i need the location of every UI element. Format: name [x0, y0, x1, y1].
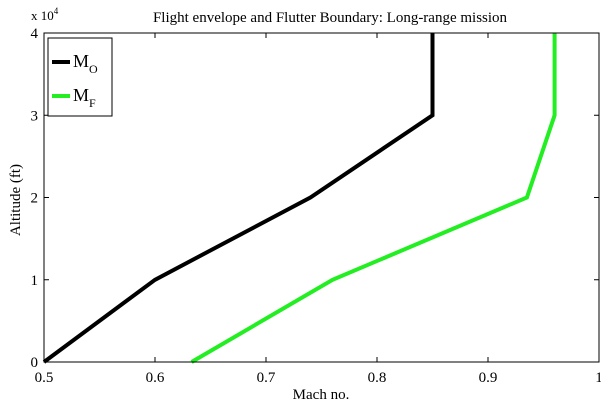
- y-tick-label: 0: [31, 355, 39, 371]
- x-axis-label: Mach no.: [293, 387, 350, 403]
- y-tick-label: 4: [31, 26, 39, 42]
- y-tick-label: 2: [31, 191, 39, 207]
- series-line-mf: [190, 33, 557, 364]
- x-tick-label: 0.7: [257, 370, 276, 386]
- chart-title: Flight envelope and Flutter Boundary: Lo…: [153, 10, 508, 26]
- y-tick-label: 1: [31, 273, 39, 289]
- x-tick-label: 0.6: [146, 370, 165, 386]
- legend-box: [47, 37, 113, 117]
- y-scale-label: x 104: [31, 6, 59, 23]
- x-tick-label: 0.5: [35, 370, 54, 386]
- legend: MO MF: [47, 37, 113, 117]
- y-tick-label: 3: [31, 108, 39, 124]
- series-line-mo: [42, 33, 435, 364]
- y-axis-label: Altitude (ft): [8, 164, 24, 236]
- x-tick-label: 0.8: [368, 370, 387, 386]
- x-tick-label: 1: [595, 370, 601, 386]
- legend-label: MF: [73, 85, 96, 110]
- ticks-group: 0.5 0.6 0.7 0.8 0.9 1 0 1 2 3 4: [31, 26, 601, 386]
- legend-label: MO: [73, 51, 98, 76]
- axes-box: [43, 32, 600, 363]
- series-group: [42, 33, 557, 364]
- x-tick-label: 0.9: [479, 370, 498, 386]
